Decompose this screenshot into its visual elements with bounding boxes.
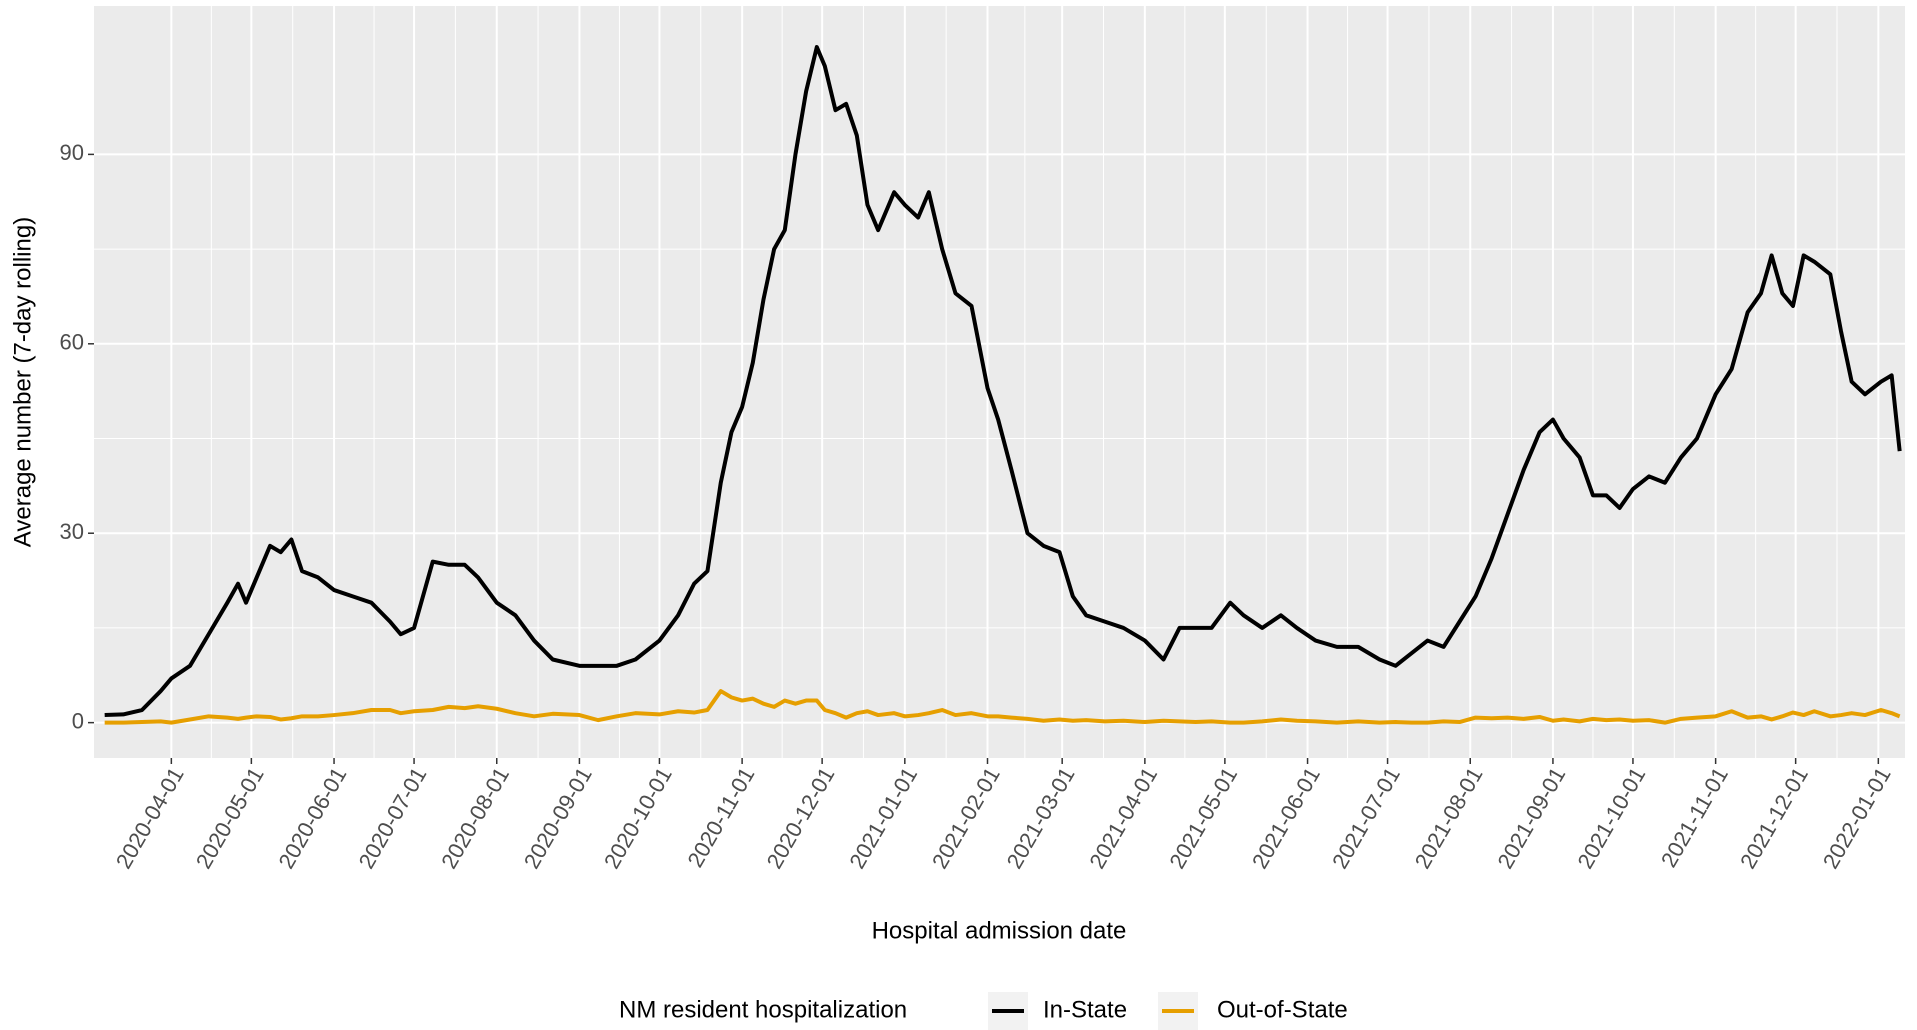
lines: [104, 45, 1902, 725]
x-tick-label: 2020-11-01: [682, 763, 759, 872]
y-tick-label: 60: [60, 330, 84, 355]
x-tick-label: 2020-12-01: [762, 763, 840, 873]
x-tick-label: 2021-10-01: [1572, 763, 1650, 873]
legend-label: Out-of-State: [1217, 996, 1348, 1023]
x-tick-label: 2021-07-01: [1327, 763, 1405, 873]
x-tick-label: 2020-04-01: [111, 763, 189, 873]
x-tick-label: 2020-09-01: [519, 763, 597, 873]
x-tick-label: 2021-11-01: [1656, 763, 1733, 872]
legend-label: In-State: [1043, 996, 1127, 1023]
series-line: [104, 689, 1901, 725]
x-tick-label: 2020-10-01: [599, 763, 677, 873]
plot-background: [94, 6, 1905, 758]
x-tick-label: 2021-09-01: [1492, 763, 1570, 873]
x-axis-title: Hospital admission date: [872, 917, 1127, 944]
x-tick-label: 2021-08-01: [1410, 763, 1488, 873]
x-tick-label: 2020-06-01: [273, 763, 351, 873]
grid: [94, 6, 1905, 758]
x-tick-label: 2022-01-01: [1818, 763, 1896, 873]
x-tick-label: 2021-02-01: [927, 763, 1005, 873]
y-tick-label: 90: [60, 140, 84, 165]
x-tick-label: 2021-04-01: [1084, 763, 1162, 873]
y-tick-label: 0: [72, 708, 84, 733]
x-tick-label: 2021-05-01: [1164, 763, 1242, 873]
legend-title: NM resident hospitalization: [619, 996, 907, 1023]
x-tick-label: 2020-08-01: [436, 763, 514, 873]
x-tick-label: 2021-01-01: [844, 763, 922, 873]
x-tick-label: 2020-05-01: [191, 763, 269, 873]
series-line: [104, 45, 1902, 718]
y-axis-title: Average number (7-day rolling): [9, 217, 36, 547]
x-tick-label: 2021-03-01: [1002, 763, 1080, 873]
x-tick-label: 2021-12-01: [1735, 763, 1813, 873]
y-tick-label: 30: [60, 519, 84, 544]
x-tick-label: 2020-07-01: [353, 763, 431, 873]
legend: NM resident hospitalization In-State Out-…: [619, 992, 1348, 1030]
x-tick-label: 2021-06-01: [1247, 763, 1325, 873]
